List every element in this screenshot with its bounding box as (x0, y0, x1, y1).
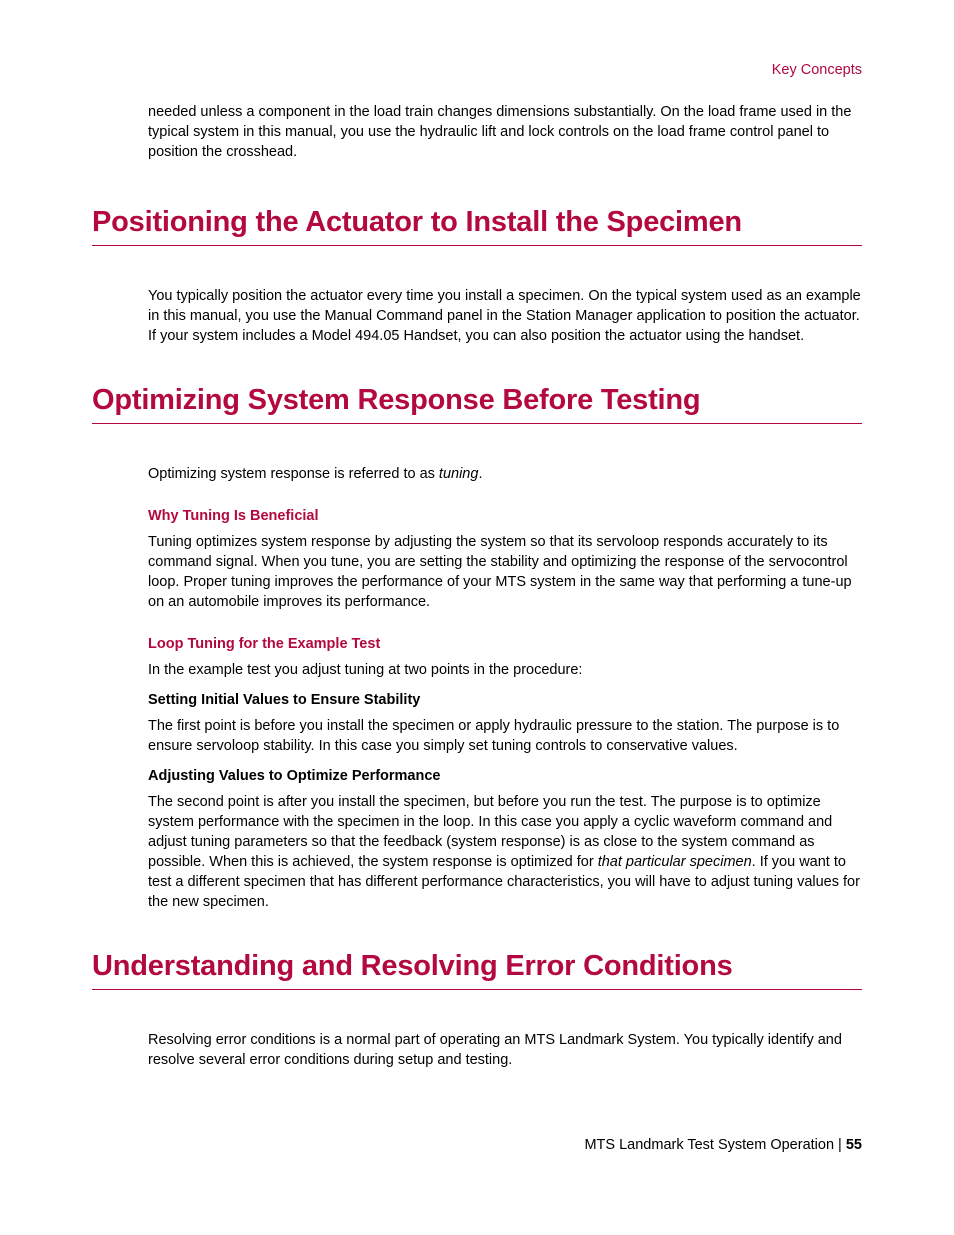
error-conditions-paragraph: Resolving error conditions is a normal p… (148, 1030, 862, 1070)
subheading-loop-tuning: Loop Tuning for the Example Test (148, 636, 862, 652)
optimizing-intro-pre: Optimizing system response is referred t… (148, 466, 439, 482)
particular-specimen-term: that particular specimen (598, 854, 752, 870)
initial-values-paragraph: The first point is before you install th… (148, 716, 862, 756)
footer-doc-title: MTS Landmark Test System Operation (584, 1137, 834, 1153)
optimizing-intro-post: . (478, 466, 482, 482)
section-heading-optimizing: Optimizing System Response Before Testin… (92, 384, 862, 424)
why-tuning-paragraph: Tuning optimizes system response by adju… (148, 532, 862, 612)
section-heading-error-conditions: Understanding and Resolving Error Condit… (92, 950, 862, 990)
subheading-why-tuning: Why Tuning Is Beneficial (148, 508, 862, 524)
subheading-adjusting-values: Adjusting Values to Optimize Performance (148, 768, 862, 784)
adjusting-values-paragraph: The second point is after you install th… (148, 792, 862, 912)
footer-page-number: 55 (846, 1137, 862, 1153)
document-page: Key Concepts needed unless a component i… (0, 0, 954, 1070)
tuning-term: tuning (439, 466, 479, 482)
page-footer: MTS Landmark Test System Operation | 55 (584, 1137, 862, 1153)
optimizing-intro: Optimizing system response is referred t… (148, 464, 862, 484)
positioning-paragraph: You typically position the actuator ever… (148, 286, 862, 346)
footer-separator: | (834, 1137, 846, 1153)
subheading-initial-values: Setting Initial Values to Ensure Stabili… (148, 692, 862, 708)
running-header: Key Concepts (92, 62, 862, 78)
loop-tuning-intro: In the example test you adjust tuning at… (148, 660, 862, 680)
continuation-paragraph: needed unless a component in the load tr… (148, 102, 862, 162)
section-heading-positioning: Positioning the Actuator to Install the … (92, 206, 862, 246)
